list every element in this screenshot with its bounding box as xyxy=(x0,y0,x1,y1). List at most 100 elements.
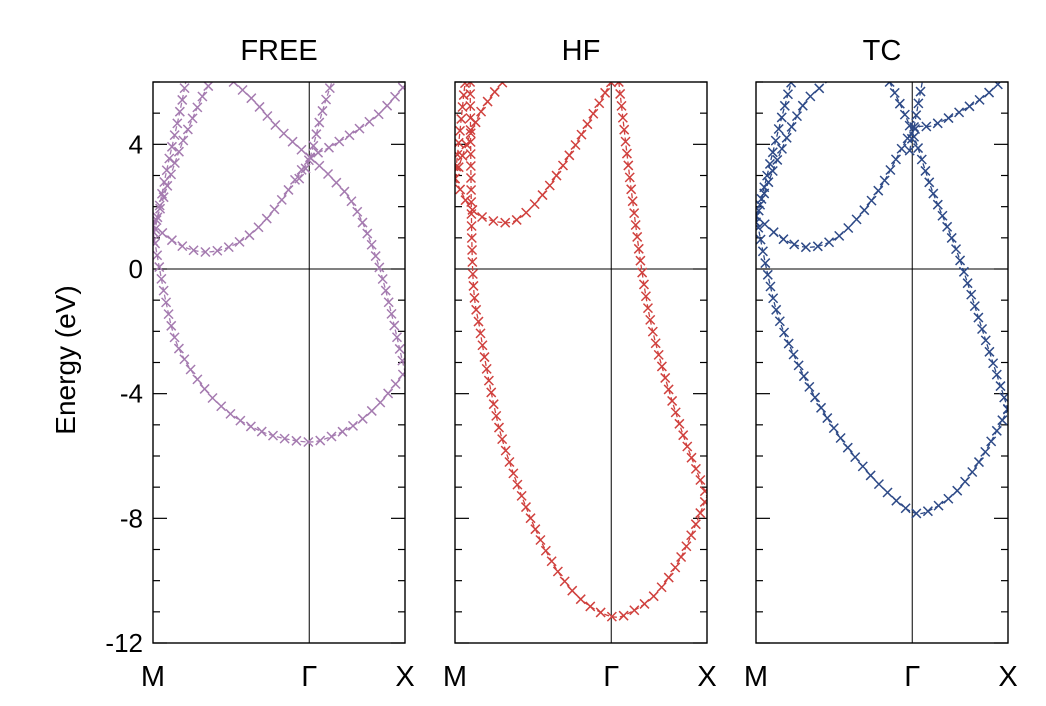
data-point-marker xyxy=(921,121,932,132)
data-point-marker xyxy=(997,415,1008,426)
data-point-marker xyxy=(366,405,377,416)
data-point-marker xyxy=(891,495,902,506)
data-point-marker xyxy=(781,132,792,143)
data-point-marker xyxy=(619,124,630,135)
data-point-marker xyxy=(904,145,915,156)
data-point-marker xyxy=(460,195,471,206)
data-point-marker xyxy=(991,425,1002,436)
data-point-marker xyxy=(660,372,671,383)
data-point-marker xyxy=(645,314,656,325)
data-point-marker xyxy=(157,227,168,238)
data-point-marker xyxy=(544,180,555,191)
data-point-marker xyxy=(235,415,246,426)
data-point-marker xyxy=(899,109,910,120)
data-point-marker xyxy=(842,442,853,453)
data-point-marker xyxy=(366,239,377,250)
data-point-marker xyxy=(377,273,388,285)
data-point-marker xyxy=(995,381,1006,392)
data-point-marker xyxy=(615,88,626,99)
data-point-marker xyxy=(786,121,797,132)
data-point-marker xyxy=(656,582,667,593)
data-point-marker xyxy=(370,251,381,262)
data-point-marker xyxy=(621,148,632,159)
data-point-marker xyxy=(200,246,211,258)
data-point-marker xyxy=(386,308,397,319)
data-point-marker xyxy=(382,100,393,111)
data-point-marker xyxy=(648,591,659,602)
data-point-marker xyxy=(529,199,540,210)
data-point-marker xyxy=(772,154,783,165)
data-point-marker xyxy=(920,165,931,176)
data-point-marker xyxy=(308,140,319,151)
x-tick-label-m: M xyxy=(141,661,165,693)
data-point-marker xyxy=(153,250,163,261)
data-point-marker xyxy=(373,109,384,120)
data-point-marker xyxy=(324,83,335,94)
data-point-marker xyxy=(455,173,461,184)
data-point-marker xyxy=(686,452,697,463)
data-point-marker xyxy=(768,227,779,238)
data-point-marker xyxy=(488,399,499,410)
data-point-marker xyxy=(337,426,348,437)
data-point-marker xyxy=(303,436,314,448)
data-point-marker xyxy=(172,118,183,129)
data-point-marker xyxy=(991,369,1002,380)
data-point-marker xyxy=(187,113,198,124)
data-point-marker xyxy=(865,470,876,481)
data-point-marker xyxy=(321,94,332,105)
data-point-marker xyxy=(177,241,188,252)
data-point-marker xyxy=(269,204,280,215)
data-point-marker xyxy=(928,188,939,199)
data-point-marker xyxy=(156,188,167,199)
data-point-marker xyxy=(582,119,593,130)
data-point-marker xyxy=(800,242,811,253)
data-point-marker xyxy=(156,273,167,284)
data-point-marker xyxy=(315,435,326,446)
data-point-marker xyxy=(916,154,927,165)
data-point-marker xyxy=(354,123,365,134)
data-point-marker xyxy=(629,208,640,219)
data-point-marker xyxy=(771,304,782,315)
data-point-marker xyxy=(624,172,635,183)
data-point-marker xyxy=(595,607,606,618)
data-point-marker xyxy=(234,236,245,247)
data-point-marker xyxy=(647,326,658,337)
data-point-marker xyxy=(632,231,643,242)
data-point-marker xyxy=(466,232,477,244)
data-point-marker xyxy=(828,423,839,434)
data-point-marker xyxy=(347,420,359,431)
data-point-marker xyxy=(909,121,920,133)
data-point-marker xyxy=(889,87,900,98)
data-point-marker xyxy=(774,316,785,327)
series-group xyxy=(153,82,405,448)
data-point-marker xyxy=(174,106,185,117)
data-point-marker xyxy=(756,205,764,216)
data-point-marker xyxy=(676,551,687,563)
data-point-marker xyxy=(760,258,771,269)
data-point-marker xyxy=(966,289,977,300)
data-point-marker xyxy=(322,168,334,180)
data-point-marker xyxy=(467,244,478,256)
data-point-marker xyxy=(613,82,624,88)
data-point-marker xyxy=(468,280,479,291)
data-point-marker xyxy=(153,224,161,235)
data-point-marker xyxy=(776,143,787,154)
data-point-marker xyxy=(364,116,375,127)
data-point-marker xyxy=(627,196,638,207)
data-point-marker xyxy=(588,108,599,119)
panel-hf: HF M Γ X xyxy=(443,35,717,693)
data-point-marker xyxy=(479,352,490,363)
data-point-marker xyxy=(618,610,629,621)
data-point-marker xyxy=(955,255,966,266)
data-point-marker xyxy=(471,304,482,315)
data-point-marker xyxy=(988,358,999,369)
data-point-marker xyxy=(564,150,575,161)
data-point-marker xyxy=(278,128,289,139)
data-point-marker xyxy=(261,213,272,224)
data-point-marker xyxy=(900,503,911,514)
data-point-marker xyxy=(559,576,570,587)
data-point-marker xyxy=(466,220,477,232)
data-point-marker xyxy=(216,401,227,412)
data-point-marker xyxy=(639,598,650,609)
data-point-marker xyxy=(943,113,954,124)
